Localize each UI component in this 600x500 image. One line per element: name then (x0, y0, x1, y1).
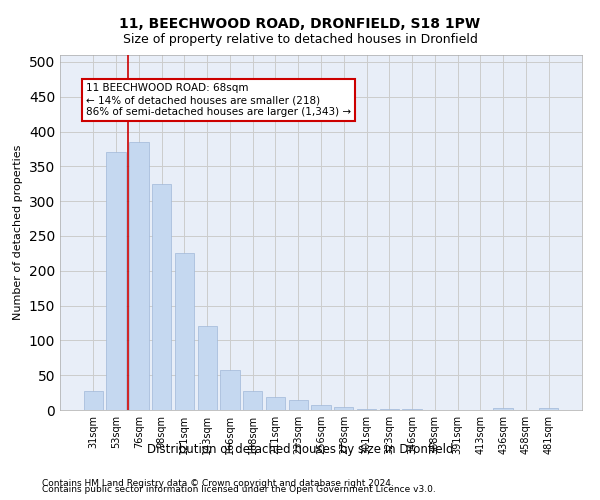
Bar (84, 391, 103, 410)
Text: Contains HM Land Registry data © Crown copyright and database right 2024.: Contains HM Land Registry data © Crown c… (42, 478, 394, 488)
Bar (152, 184, 172, 410)
Bar (357, 408, 376, 410)
Bar (311, 405, 331, 410)
Bar (106, 152, 126, 410)
Bar (289, 400, 308, 410)
Bar (266, 397, 285, 410)
Text: Size of property relative to detached houses in Dronfield: Size of property relative to detached ho… (122, 32, 478, 46)
Bar (493, 408, 513, 410)
Bar (129, 142, 149, 410)
Bar (197, 326, 217, 410)
Text: 11 BEECHWOOD ROAD: 68sqm
← 14% of detached houses are smaller (218)
86% of semi-: 11 BEECHWOOD ROAD: 68sqm ← 14% of detach… (86, 84, 351, 116)
Bar (334, 406, 353, 410)
Y-axis label: Number of detached properties: Number of detached properties (13, 145, 23, 320)
Bar (539, 408, 558, 410)
Text: Distribution of detached houses by size in Dronfield: Distribution of detached houses by size … (147, 442, 453, 456)
Bar (220, 370, 239, 410)
Bar (175, 254, 194, 410)
Bar (243, 391, 262, 410)
Text: Contains public sector information licensed under the Open Government Licence v3: Contains public sector information licen… (42, 485, 436, 494)
Text: 11, BEECHWOOD ROAD, DRONFIELD, S18 1PW: 11, BEECHWOOD ROAD, DRONFIELD, S18 1PW (119, 18, 481, 32)
